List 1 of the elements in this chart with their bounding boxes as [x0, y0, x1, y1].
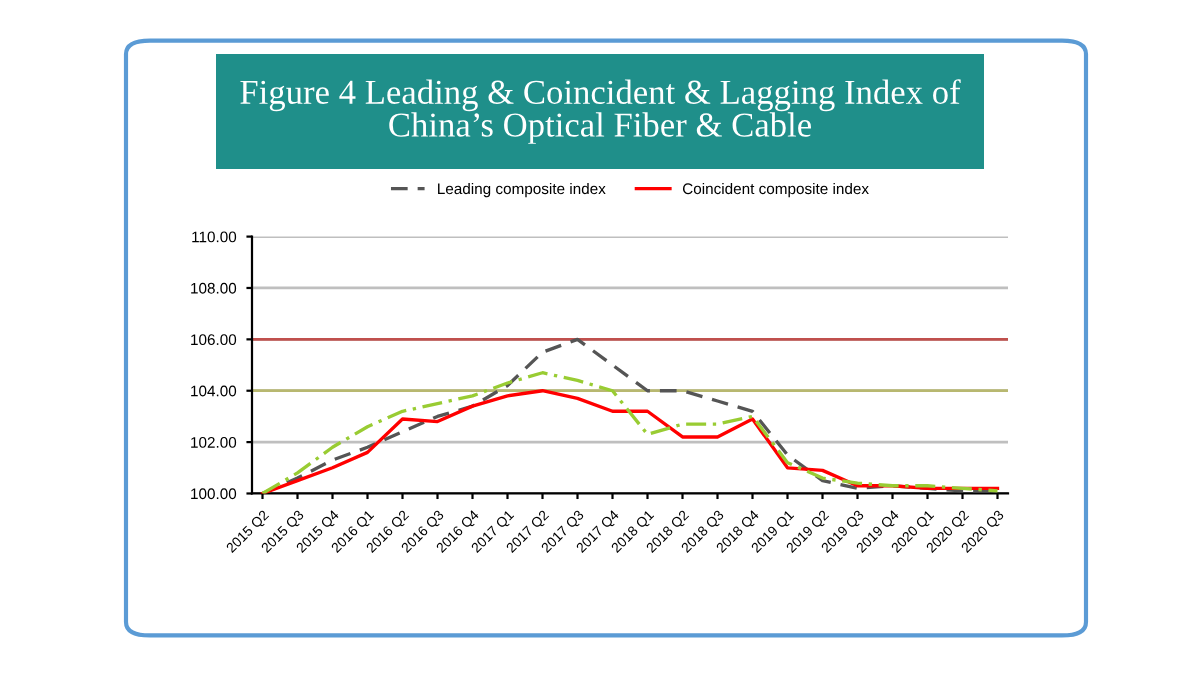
- chart-title: Figure 4 Leading & Coincident & Lagging Index of China’s Optical Fiber & Cable: [240, 79, 961, 144]
